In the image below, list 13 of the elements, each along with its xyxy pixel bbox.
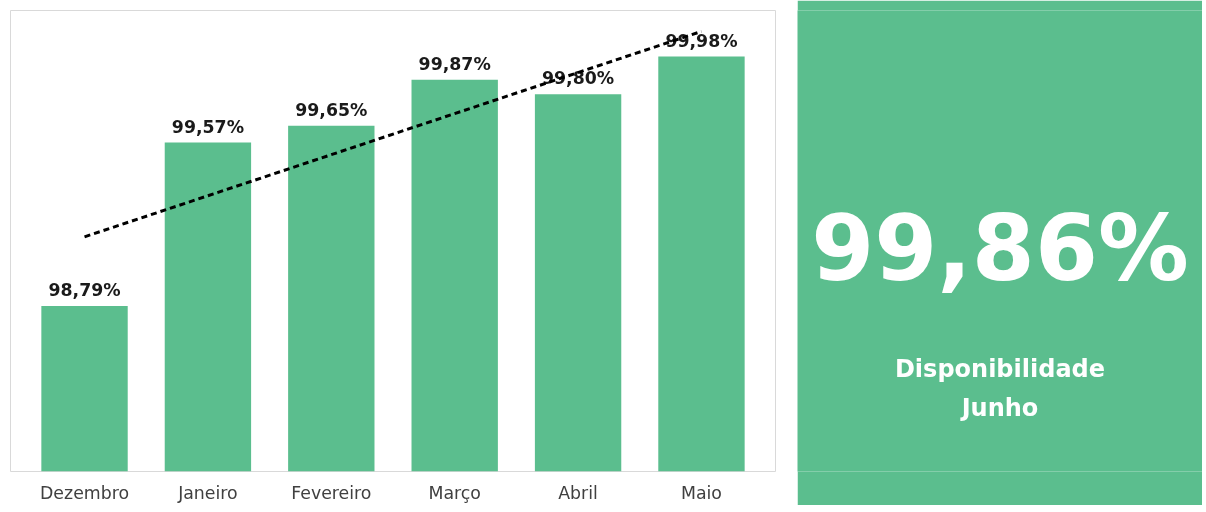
x-tick-label: Fevereiro [291, 482, 372, 503]
x-tick-label: Maio [680, 482, 722, 503]
x-tick-label: Janeiro [177, 482, 238, 503]
text: Disponibilidade Junho [894, 354, 1106, 423]
text: 99,86% [811, 195, 1189, 301]
x-tick-label: Dezembro [40, 482, 130, 503]
x-tick-label: Abril [558, 482, 598, 503]
data-label: 99,65% [295, 99, 368, 120]
data-label: 98,79% [48, 279, 121, 300]
x-tick-label: Março [428, 482, 481, 503]
data-label: 99,57% [171, 116, 245, 137]
data-label: 99,98% [665, 30, 738, 51]
data-label: 99,87% [418, 53, 491, 74]
